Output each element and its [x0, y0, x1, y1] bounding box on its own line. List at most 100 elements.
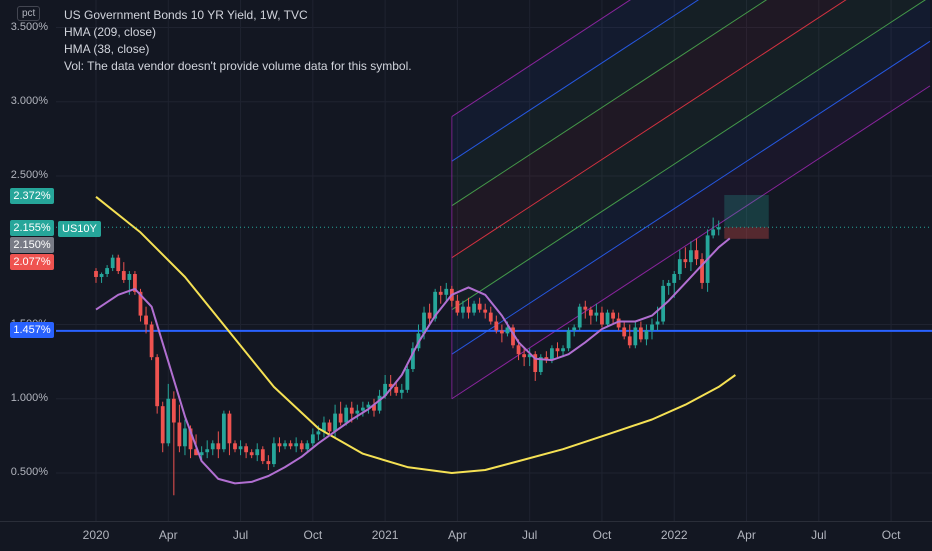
- candle-body: [511, 327, 515, 346]
- candle-body: [477, 303, 482, 310]
- pitchfork-drawing: [451, 0, 931, 400]
- candle-body: [327, 422, 332, 432]
- y-tick-label: 1.000%: [10, 391, 48, 404]
- candle-body: [461, 306, 465, 313]
- candle: [472, 300, 476, 316]
- legend-volume[interactable]: Vol: The data vendor doesn't provide vol…: [64, 59, 412, 73]
- hma-38-path: [95, 237, 731, 485]
- candle: [416, 324, 421, 352]
- candle-body: [249, 452, 254, 456]
- candle-body: [255, 449, 260, 456]
- candle: [689, 241, 693, 272]
- pitchfork-zone: [451, 0, 930, 355]
- candle: [494, 315, 499, 334]
- candle: [538, 354, 543, 375]
- candle-body: [594, 312, 599, 316]
- candle: [672, 271, 677, 298]
- candle-body: [277, 443, 282, 447]
- candle-body: [555, 348, 560, 352]
- candle: [466, 297, 471, 319]
- symbol-tag: US10Y: [58, 221, 101, 237]
- candle: [644, 324, 649, 346]
- candle-body: [666, 282, 671, 286]
- price-tag: 1.457%: [10, 322, 54, 338]
- grid-lines: [56, 0, 932, 521]
- pitchfork-zone: [451, 41, 930, 399]
- candle: [177, 404, 182, 453]
- candle-body: [272, 443, 276, 465]
- candle: [483, 303, 488, 319]
- candle-body: [233, 443, 237, 450]
- candle: [477, 297, 482, 313]
- candle-body: [388, 383, 393, 387]
- y-tick-label: 2.500%: [10, 169, 48, 181]
- candle: [294, 437, 299, 453]
- candle: [594, 303, 599, 322]
- candle: [283, 440, 287, 450]
- candle-body: [383, 383, 388, 396]
- candle: [272, 437, 276, 468]
- candle: [260, 446, 265, 465]
- candle-body: [483, 309, 488, 313]
- candle: [711, 217, 716, 239]
- candle-body: [488, 312, 493, 322]
- candle-body: [344, 407, 349, 423]
- candle-body: [99, 274, 104, 277]
- candle-body: [94, 271, 98, 277]
- candle-body: [683, 259, 688, 263]
- profit-zone: [724, 195, 769, 228]
- pitchfork-line: [451, 0, 700, 162]
- candle-body: [600, 312, 604, 325]
- candle-body: [144, 315, 148, 325]
- candle-body: [711, 229, 716, 236]
- candle-body: [133, 274, 137, 292]
- candle-body: [561, 348, 565, 352]
- x-tick-label: Oct: [592, 528, 612, 542]
- legend-title[interactable]: US Government Bonds 10 YR Yield, 1W, TVC: [64, 8, 308, 22]
- candle-body: [638, 327, 643, 340]
- candle-body: [394, 386, 399, 393]
- candle: [249, 449, 254, 459]
- candle-body: [522, 354, 527, 358]
- candle: [661, 279, 666, 325]
- candle: [205, 440, 210, 459]
- candle-body: [160, 406, 165, 444]
- legend-hma-209[interactable]: HMA (209, close): [64, 25, 157, 39]
- candle: [605, 309, 610, 328]
- candle-body: [527, 354, 532, 358]
- y-tick-label: 3.500%: [10, 20, 48, 33]
- candle-body: [650, 324, 654, 331]
- candle-body: [221, 413, 226, 450]
- candle: [461, 300, 465, 319]
- legend-hma-38[interactable]: HMA (38, close): [64, 42, 150, 56]
- candle: [372, 398, 376, 417]
- candle: [216, 431, 221, 459]
- candle-body: [499, 330, 504, 334]
- candle: [255, 443, 260, 462]
- candlestick-series: [94, 217, 721, 496]
- candle: [233, 440, 237, 453]
- hma-209-line: [95, 196, 736, 474]
- candle: [227, 410, 232, 456]
- candle: [360, 401, 365, 417]
- unit-badge[interactable]: pct: [17, 6, 41, 21]
- candle: [544, 351, 549, 364]
- price-tag: 2.155%: [10, 220, 54, 236]
- candle: [611, 309, 615, 325]
- candle-body: [360, 407, 365, 411]
- candle-body: [166, 398, 171, 444]
- candle-body: [310, 434, 315, 444]
- candle-body: [405, 369, 410, 390]
- candle-body: [260, 449, 265, 462]
- candle-body: [605, 312, 610, 325]
- candle-body: [466, 306, 471, 313]
- candle: [377, 389, 382, 414]
- candle-body: [644, 330, 649, 340]
- candle-body: [550, 348, 554, 361]
- x-tick-label: Jul: [811, 528, 827, 542]
- candle: [210, 440, 215, 456]
- candle: [116, 254, 121, 275]
- x-tick-label: Jul: [232, 528, 249, 542]
- time-axis[interactable]: [0, 521, 932, 551]
